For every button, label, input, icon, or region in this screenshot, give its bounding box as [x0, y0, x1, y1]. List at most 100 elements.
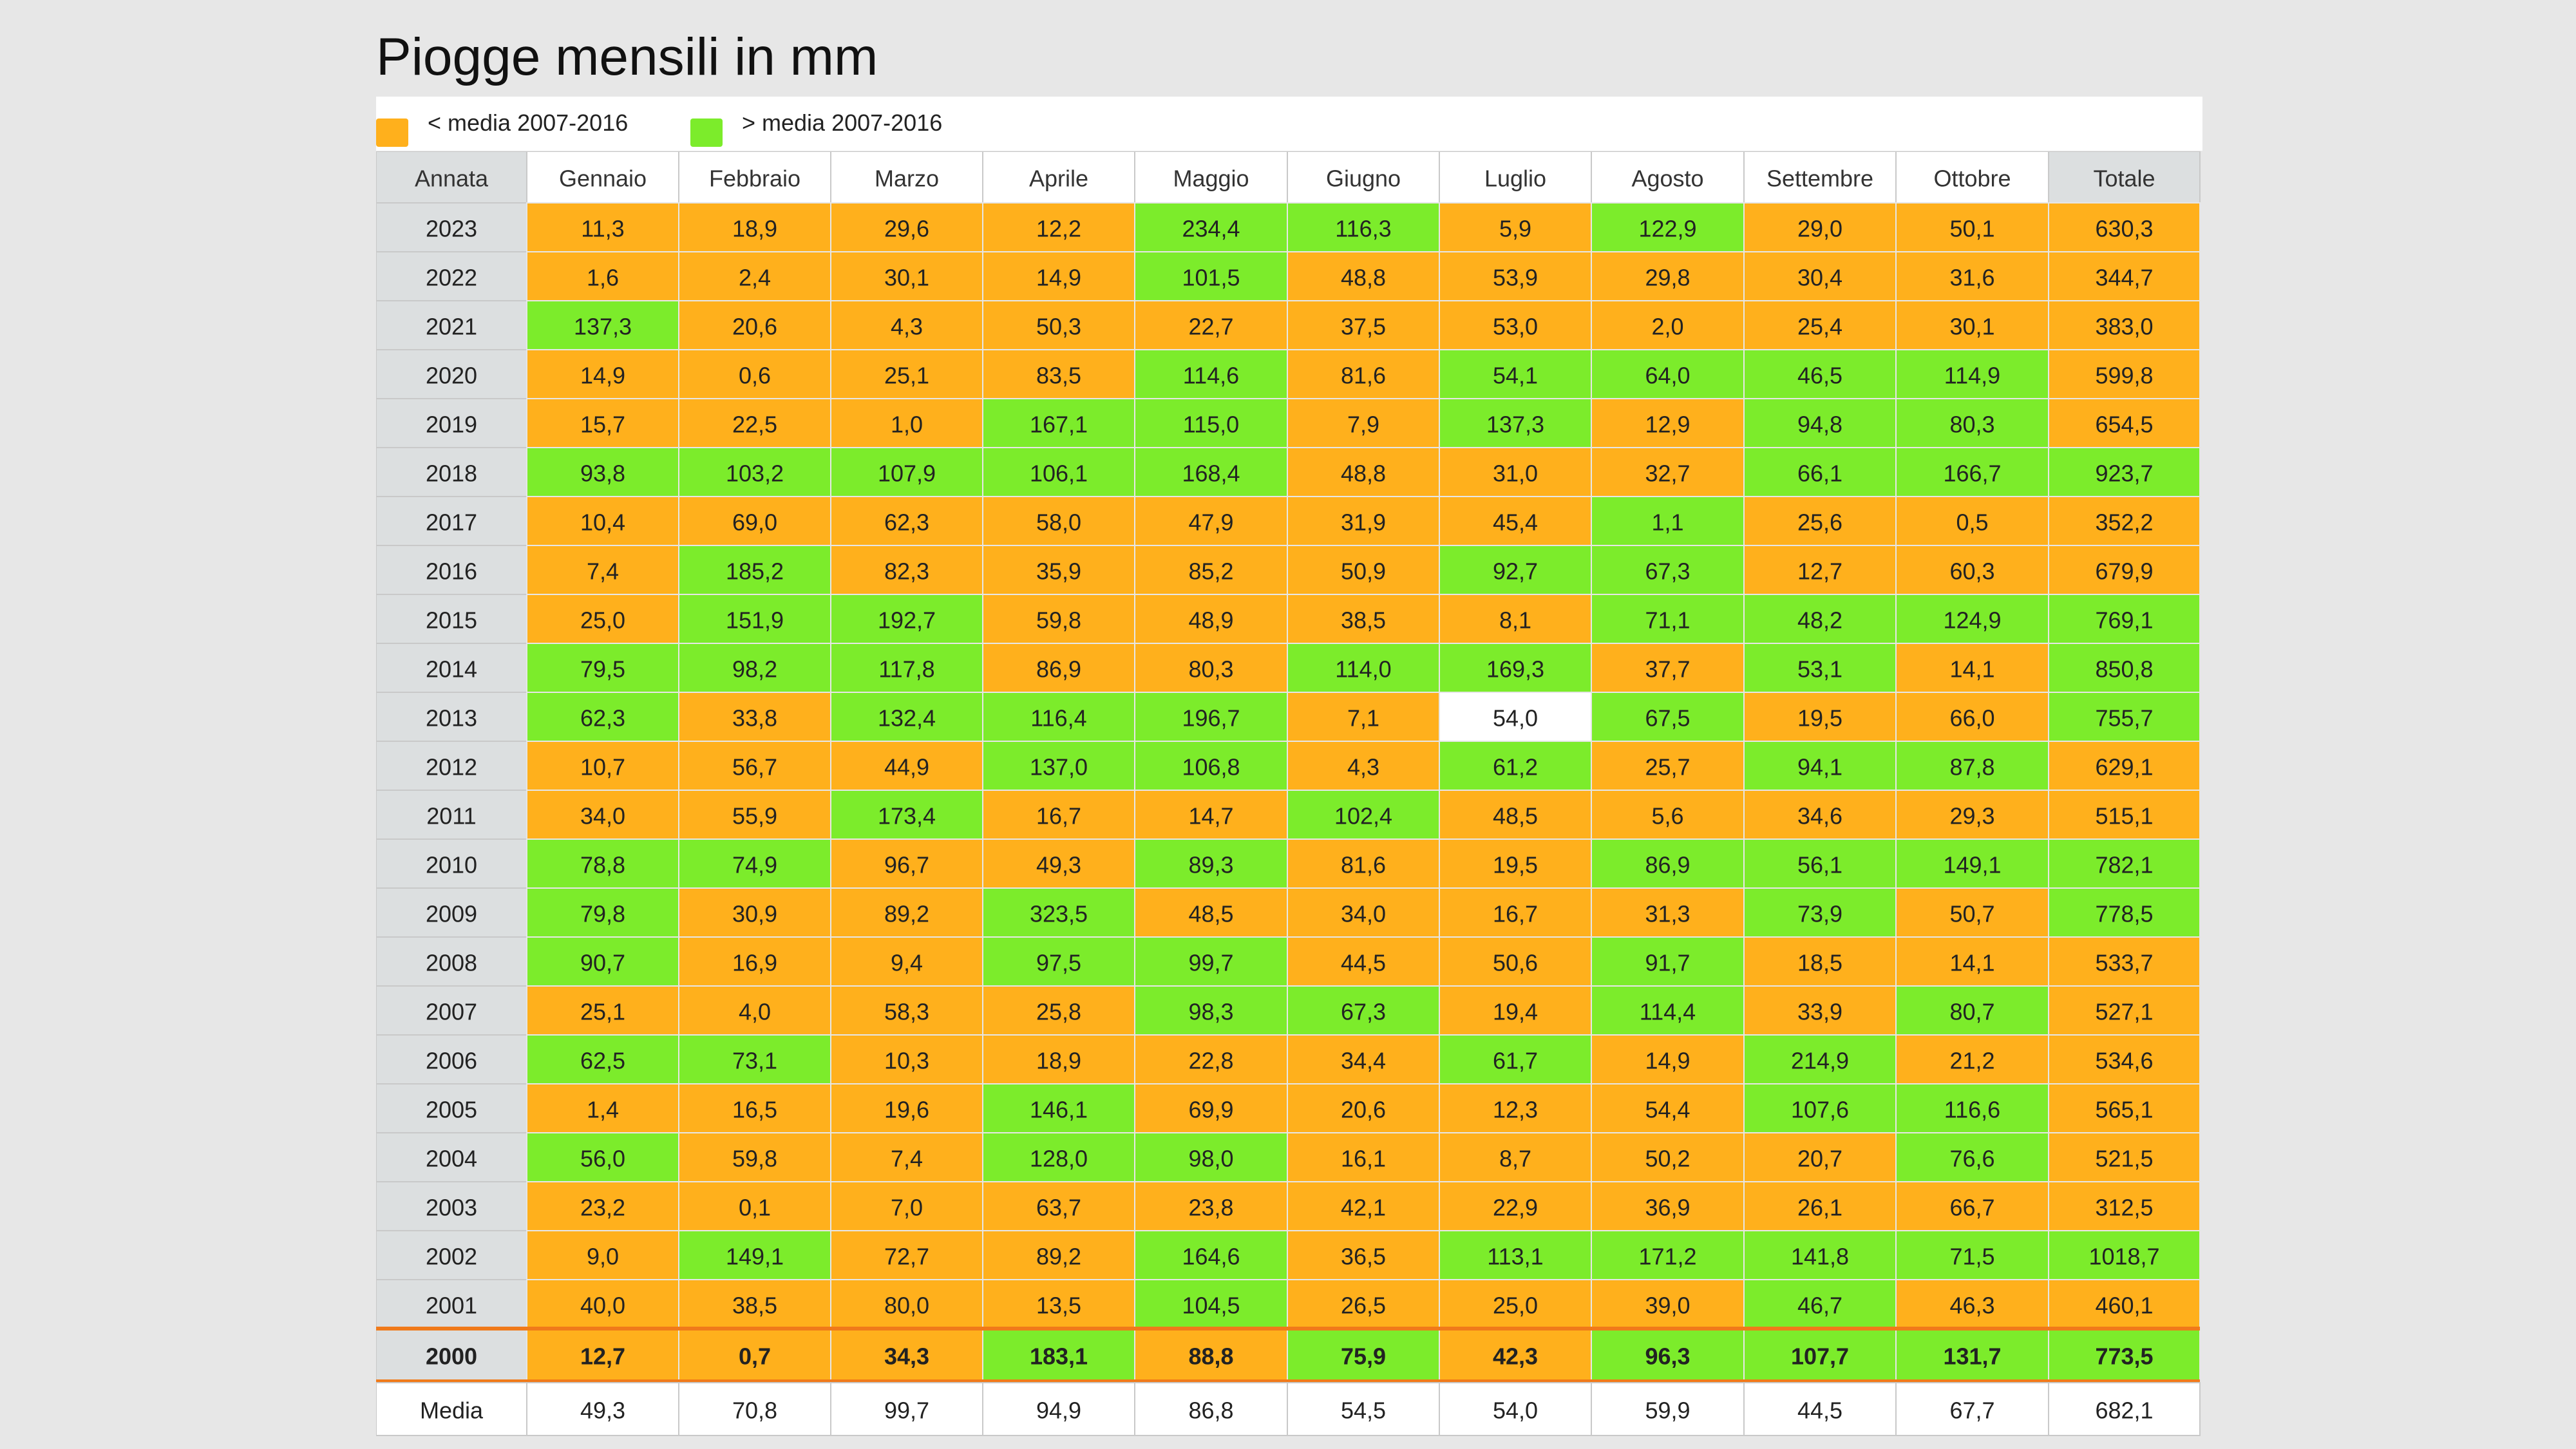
year-label: 2001: [426, 1293, 477, 1319]
data-cell: [2048, 643, 2201, 693]
data-cell: [1287, 692, 1440, 742]
data-value: 14,1: [1949, 950, 1994, 976]
data-cell: [1895, 1132, 2049, 1182]
year-cell: [375, 887, 527, 938]
year-label: 2018: [426, 460, 477, 487]
year-label: 2023: [426, 216, 477, 242]
data-value: 54,0: [1493, 705, 1538, 732]
header-cell: [1591, 151, 1745, 204]
data-value: 83,5: [1036, 363, 1081, 389]
data-value: 679,9: [2095, 558, 2153, 585]
data-cell: [2048, 692, 2201, 742]
data-value: 50,7: [1949, 901, 1994, 927]
data-value: 521,5: [2095, 1146, 2153, 1172]
data-cell: [982, 741, 1135, 791]
data-cell: [526, 1279, 679, 1329]
footer-cell: [1895, 1382, 2049, 1436]
data-cell: [1439, 447, 1592, 497]
data-value: 16,7: [1036, 803, 1081, 829]
data-cell: [830, 838, 983, 889]
data-value: 37,5: [1341, 314, 1386, 340]
data-value: 107,9: [878, 460, 936, 487]
data-value: 344,7: [2095, 265, 2153, 291]
year-label: 2015: [426, 607, 477, 634]
data-value: 8,7: [1499, 1146, 1531, 1172]
year-label: 2011: [426, 803, 476, 829]
data-cell: [982, 594, 1135, 644]
data-value: 56,1: [1797, 852, 1842, 878]
data-cell: [2048, 202, 2201, 252]
data-value: 79,8: [580, 901, 625, 927]
data-value: 101,5: [1182, 265, 1240, 291]
footer-value: 682,1: [2095, 1397, 2153, 1424]
data-value: 29,6: [884, 216, 929, 242]
data-cell: [1439, 496, 1592, 546]
data-value: 16,1: [1341, 1146, 1386, 1172]
data-cell: [1439, 985, 1592, 1036]
data-cell: [1743, 300, 1897, 350]
data-cell: [1591, 594, 1745, 644]
column-header: Febbraio: [709, 166, 800, 192]
year-cell: [375, 447, 527, 497]
data-value: 565,1: [2095, 1097, 2153, 1123]
data-value: 60,3: [1949, 558, 1994, 585]
data-cell: [678, 545, 831, 595]
data-cell: [830, 741, 983, 791]
data-value: 151,9: [726, 607, 784, 634]
data-value: 30,1: [884, 265, 929, 291]
data-value: 38,5: [732, 1293, 777, 1319]
data-value: 533,7: [2095, 950, 2153, 976]
data-cell: [830, 1181, 983, 1231]
data-cell: [1439, 741, 1592, 791]
data-cell: [1134, 1230, 1288, 1280]
data-value: 185,2: [726, 558, 784, 585]
data-value: 39,0: [1645, 1293, 1690, 1319]
data-value: 12,3: [1493, 1097, 1538, 1123]
data-value: 167,1: [1030, 412, 1088, 438]
data-cell: [1287, 790, 1440, 840]
column-header: Maggio: [1173, 166, 1249, 192]
data-value: 7,0: [891, 1195, 923, 1221]
data-value: 55,9: [732, 803, 777, 829]
data-value: 53,1: [1797, 656, 1842, 683]
data-value: 2,0: [1651, 314, 1683, 340]
data-cell: [526, 936, 679, 987]
data-cell: [982, 985, 1135, 1036]
header-cell: [1895, 151, 2049, 204]
footer-cell: [678, 1382, 831, 1436]
year-label: 2009: [426, 901, 477, 927]
data-cell: [1743, 1083, 1897, 1133]
data-value: 89,2: [884, 901, 929, 927]
column-header: Ottobre: [1933, 166, 2011, 192]
data-cell: [830, 936, 983, 987]
data-cell: [1134, 741, 1288, 791]
footer-value: 54,5: [1341, 1397, 1386, 1424]
data-value: 96,3: [1645, 1343, 1690, 1370]
data-cell: [1134, 1132, 1288, 1182]
data-cell: [2048, 1034, 2201, 1084]
data-cell: [1134, 692, 1288, 742]
footer-value: 67,7: [1949, 1397, 1994, 1424]
data-cell: [830, 692, 983, 742]
data-cell: [678, 594, 831, 644]
data-cell: [1591, 349, 1745, 399]
data-cell: [982, 790, 1135, 840]
year-cell: [375, 1132, 527, 1182]
data-cell: [2048, 887, 2201, 938]
data-cell: [526, 692, 679, 742]
data-value: 146,1: [1030, 1097, 1088, 1123]
column-header: Aprile: [1029, 166, 1088, 192]
data-value: 37,7: [1645, 656, 1690, 683]
data-cell: [1287, 594, 1440, 644]
data-value: 14,9: [1036, 265, 1081, 291]
data-value: 98,3: [1188, 999, 1233, 1025]
data-value: 20,6: [1341, 1097, 1386, 1123]
data-value: 527,1: [2095, 999, 2153, 1025]
data-value: 106,1: [1030, 460, 1088, 487]
data-cell: [1895, 936, 2049, 987]
data-cell: [1439, 251, 1592, 301]
data-value: 81,6: [1341, 363, 1386, 389]
data-cell: [1743, 496, 1897, 546]
data-value: 1,0: [891, 412, 923, 438]
data-value: 141,8: [1791, 1244, 1849, 1270]
